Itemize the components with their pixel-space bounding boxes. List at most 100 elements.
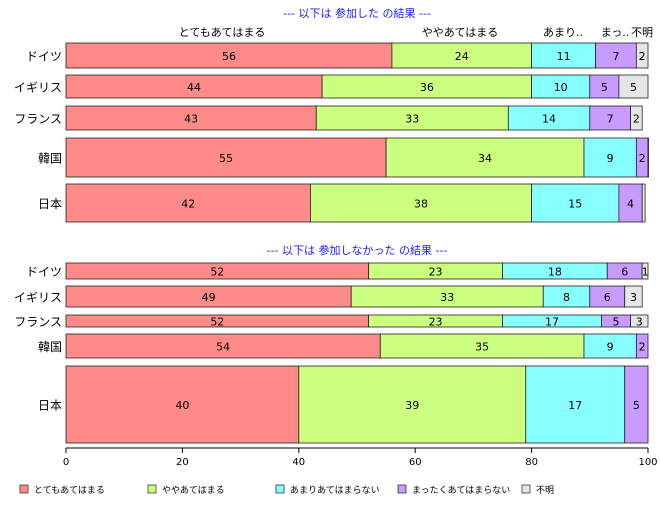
bar-segment: [507, 105, 591, 131]
value-label: 5: [601, 81, 608, 94]
value-label: 38: [414, 198, 428, 211]
value-label: 23: [429, 266, 443, 279]
value-label: 1: [642, 266, 649, 279]
value-label: 34: [478, 152, 492, 165]
legend-label: とてもあてはまる: [34, 485, 105, 496]
legend-swatch: [147, 484, 157, 494]
value-label: 2: [633, 113, 640, 126]
value-label: 40: [175, 399, 189, 412]
panel-title: --- 以下は 参加した の結果 ---: [283, 6, 431, 20]
value-label: 52: [210, 266, 224, 279]
value-label: 56: [222, 50, 236, 63]
bar-segment: [624, 285, 643, 308]
value-label: 17: [545, 316, 559, 329]
bar-segment: [630, 105, 643, 131]
bar-segment: [647, 137, 649, 178]
x-tick-label: 20: [176, 457, 189, 468]
country-label: フランス: [14, 315, 62, 329]
bar-segment: [391, 42, 533, 69]
value-label: 5: [612, 316, 619, 329]
legend-label: あまりあてはまらない: [290, 485, 380, 496]
value-label: 54: [216, 341, 230, 354]
x-tick-label: 100: [638, 457, 657, 468]
value-label: 35: [475, 341, 489, 354]
bar-segment: [315, 105, 509, 131]
legend-label: まったくあてはまらない: [412, 485, 510, 496]
column-label: 不明: [631, 26, 653, 39]
bar-segment: [310, 183, 533, 223]
bar-segment: [583, 333, 637, 359]
value-label: 6: [621, 266, 628, 279]
bar-segment: [525, 365, 626, 444]
bar-segment: [618, 74, 649, 99]
value-label: 5: [633, 399, 640, 412]
value-label: 52: [210, 316, 224, 329]
column-label: まっ..: [601, 26, 630, 39]
value-label: 33: [405, 113, 419, 126]
value-label: 2: [639, 50, 646, 63]
legend-swatch: [19, 484, 29, 494]
country-label: イギリス: [14, 291, 62, 305]
value-label: 11: [557, 50, 571, 63]
country-label: 韓国: [38, 340, 62, 354]
value-label: 8: [563, 291, 570, 304]
value-label: 9: [607, 341, 614, 354]
value-label: 17: [568, 399, 582, 412]
bar-segment: [531, 183, 620, 223]
x-tick-label: 60: [409, 457, 422, 468]
value-label: 3: [636, 316, 643, 329]
value-label: 3: [630, 291, 637, 304]
value-label: 44: [187, 81, 201, 94]
value-label: 36: [420, 81, 434, 94]
value-label: 4: [627, 198, 634, 211]
value-label: 24: [455, 50, 469, 63]
x-tick-label: 80: [525, 457, 538, 468]
legend-label: 不明: [536, 485, 554, 496]
bar-segment: [641, 183, 646, 223]
value-label: 55: [219, 152, 233, 165]
bar-segment: [298, 365, 527, 444]
value-label: 7: [612, 50, 619, 63]
bar-segment: [65, 333, 381, 359]
bar-segment: [531, 42, 597, 69]
value-label: 10: [554, 81, 568, 94]
legend-swatch: [397, 484, 407, 494]
bar-segment: [65, 137, 387, 178]
value-label: 2: [639, 341, 646, 354]
bar-segment: [583, 137, 637, 178]
legend-swatch: [521, 484, 531, 494]
country-label: ドイツ: [26, 265, 62, 279]
value-label: 5: [630, 81, 637, 94]
bar-segment: [65, 42, 393, 69]
column-label: あまり..: [543, 26, 583, 39]
value-label: 15: [568, 198, 582, 211]
value-label: 9: [607, 152, 614, 165]
country-label: 韓国: [38, 152, 62, 166]
column-label: ややあてはまる: [422, 26, 499, 39]
bar-segment: [379, 333, 585, 359]
value-label: 43: [184, 113, 198, 126]
country-label: 日本: [38, 399, 62, 413]
legend-swatch: [275, 484, 285, 494]
bar-segment: [385, 137, 585, 178]
value-label: 2: [639, 152, 646, 165]
bar-segment: [65, 365, 300, 444]
value-label: 7: [607, 113, 614, 126]
value-label: 18: [548, 266, 562, 279]
value-label: 6: [604, 291, 611, 304]
panel-title: --- 以下は 参加しなかった の結果 ---: [267, 243, 448, 257]
bar-segment: [65, 183, 311, 223]
value-label: 49: [202, 291, 216, 304]
legend-label: ややあてはまる: [162, 485, 225, 496]
value-label: 14: [542, 113, 556, 126]
bar-segment: [641, 262, 649, 280]
x-tick-label: 0: [63, 457, 69, 468]
country-label: イギリス: [14, 81, 62, 95]
bar-segment: [630, 314, 649, 328]
country-label: ドイツ: [26, 50, 62, 64]
value-label: 33: [440, 291, 454, 304]
bar-segment: [635, 42, 649, 69]
value-label: 39: [405, 399, 419, 412]
bar-segment: [65, 105, 317, 131]
